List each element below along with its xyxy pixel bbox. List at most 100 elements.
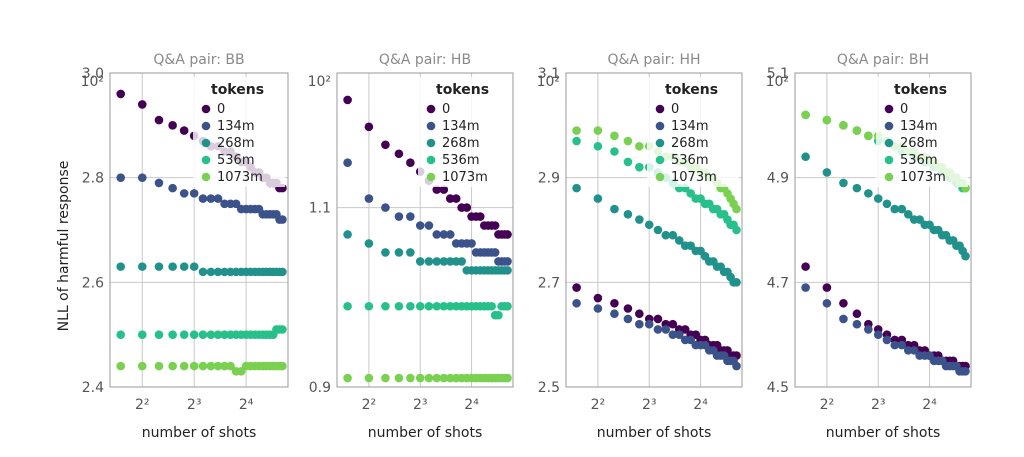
y-tick-label: 2.7 bbox=[538, 275, 560, 291]
data-point bbox=[278, 215, 287, 224]
y-tick-label: 4.7 bbox=[767, 275, 789, 291]
data-point bbox=[278, 267, 287, 277]
data-point bbox=[179, 262, 189, 271]
data-point bbox=[593, 194, 603, 203]
data-point bbox=[439, 257, 449, 266]
legend-title: tokens bbox=[436, 82, 489, 98]
data-point bbox=[154, 262, 164, 271]
data-point bbox=[381, 203, 390, 212]
data-point bbox=[213, 194, 223, 203]
y-tick-label: 3.1 bbox=[538, 66, 560, 82]
data-point bbox=[487, 301, 496, 311]
x-tick-label: 2⁴ bbox=[693, 397, 708, 413]
y-tick-label: 1.1 bbox=[309, 201, 331, 217]
data-point bbox=[424, 257, 434, 266]
data-point bbox=[732, 204, 741, 214]
legend-box bbox=[418, 77, 510, 187]
data-point bbox=[137, 361, 147, 371]
data-point bbox=[432, 230, 442, 239]
data-point bbox=[610, 147, 619, 156]
data-point bbox=[490, 248, 500, 257]
data-point bbox=[503, 301, 512, 311]
data-point bbox=[445, 301, 455, 311]
x-axis-label: number of shots bbox=[826, 425, 941, 441]
data-point bbox=[343, 158, 352, 168]
data-point bbox=[572, 283, 581, 292]
y-tick-label: 2.8 bbox=[82, 171, 104, 187]
x-axis-label: number of shots bbox=[368, 425, 483, 441]
data-point bbox=[801, 262, 810, 271]
data-point bbox=[610, 298, 619, 308]
data-point bbox=[623, 136, 633, 146]
data-point bbox=[593, 126, 603, 135]
data-point bbox=[424, 301, 434, 311]
legend-marker bbox=[884, 104, 894, 114]
data-point bbox=[116, 330, 126, 339]
series-268m bbox=[572, 183, 741, 287]
legend-title: tokens bbox=[211, 82, 264, 98]
panel-title: Q&A pair: HH bbox=[607, 52, 700, 68]
data-point bbox=[572, 126, 581, 135]
data-point bbox=[364, 301, 374, 311]
series-268m bbox=[801, 152, 970, 261]
data-point bbox=[406, 248, 415, 257]
data-point bbox=[198, 267, 208, 277]
data-point bbox=[343, 95, 352, 105]
legend-entry-label: 268m bbox=[671, 136, 708, 151]
data-point bbox=[635, 141, 644, 151]
data-point bbox=[220, 361, 229, 371]
data-point bbox=[503, 230, 512, 239]
data-point bbox=[572, 298, 581, 308]
data-point bbox=[189, 330, 199, 339]
data-point bbox=[653, 314, 663, 324]
data-point bbox=[890, 340, 900, 350]
data-point bbox=[439, 185, 449, 194]
data-point bbox=[137, 173, 147, 182]
legend: tokens 0 134m 268m 536m 1073m bbox=[418, 77, 510, 187]
data-point bbox=[364, 373, 374, 383]
x-tick-label: 2³ bbox=[187, 397, 202, 413]
y-tick-label: 2.9 bbox=[538, 171, 560, 187]
data-point bbox=[890, 204, 900, 214]
x-tick-label: 2² bbox=[591, 397, 606, 413]
data-point bbox=[381, 301, 390, 311]
x-axis-label: number of shots bbox=[142, 425, 257, 441]
series-134m bbox=[572, 298, 741, 371]
data-point bbox=[278, 325, 287, 334]
data-point bbox=[623, 157, 633, 167]
data-point bbox=[168, 262, 177, 271]
y-tick-label: 2.4 bbox=[82, 380, 104, 396]
x-tick-label: 2² bbox=[362, 397, 377, 413]
data-point bbox=[668, 319, 678, 329]
panel-title: Q&A pair: HB bbox=[379, 52, 471, 68]
legend-marker bbox=[655, 104, 665, 114]
data-point bbox=[644, 220, 654, 230]
data-point bbox=[424, 373, 434, 383]
legend-entry-label: 1073m bbox=[217, 170, 263, 185]
legend-marker bbox=[201, 155, 211, 165]
data-point bbox=[852, 309, 862, 319]
data-point bbox=[168, 183, 177, 193]
legend-marker bbox=[884, 172, 894, 182]
data-point bbox=[198, 330, 208, 339]
data-point bbox=[381, 248, 390, 257]
data-point bbox=[852, 126, 862, 135]
data-point bbox=[406, 301, 415, 311]
legend-entry-label: 536m bbox=[442, 153, 479, 168]
data-point bbox=[674, 330, 684, 339]
data-point bbox=[822, 168, 832, 177]
y-tick-label: 3.0 bbox=[82, 66, 104, 82]
data-point bbox=[822, 115, 832, 125]
legend-marker bbox=[201, 121, 211, 131]
legend-entry-label: 1073m bbox=[900, 170, 946, 185]
data-point bbox=[406, 212, 415, 221]
data-point bbox=[213, 330, 223, 339]
data-point bbox=[343, 373, 352, 383]
data-point bbox=[961, 367, 970, 376]
x-tick-label: 2³ bbox=[642, 397, 657, 413]
legend-marker bbox=[201, 138, 211, 148]
data-point bbox=[278, 361, 287, 371]
data-point bbox=[179, 330, 189, 339]
y-tick-label: 4.5 bbox=[767, 380, 789, 396]
data-point bbox=[610, 131, 619, 141]
